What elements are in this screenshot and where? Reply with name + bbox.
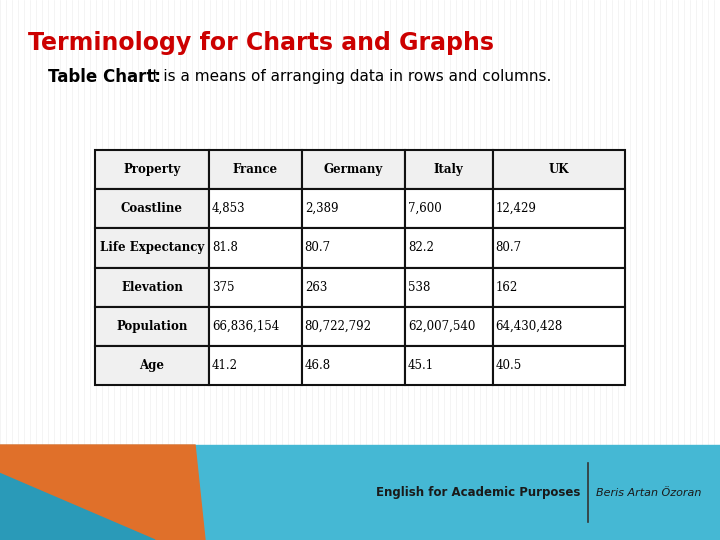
Bar xyxy=(492,150,625,189)
Bar xyxy=(302,228,405,267)
Bar xyxy=(492,267,625,307)
Text: 7,600: 7,600 xyxy=(408,202,442,215)
Text: 263: 263 xyxy=(305,281,327,294)
Bar xyxy=(209,267,302,307)
Bar xyxy=(492,346,625,385)
Text: Elevation: Elevation xyxy=(121,281,183,294)
Text: 41.2: 41.2 xyxy=(212,359,238,372)
Text: 80.7: 80.7 xyxy=(305,241,330,254)
Bar xyxy=(405,150,492,189)
Text: 4,853: 4,853 xyxy=(212,202,246,215)
Bar xyxy=(302,267,405,307)
Bar xyxy=(209,228,302,267)
Bar xyxy=(95,189,209,228)
Text: 162: 162 xyxy=(495,281,518,294)
Text: UK: UK xyxy=(549,163,569,176)
Bar xyxy=(405,189,492,228)
Text: Population: Population xyxy=(117,320,188,333)
Text: Germany: Germany xyxy=(324,163,383,176)
Text: Terminology for Charts and Graphs: Terminology for Charts and Graphs xyxy=(28,31,494,55)
Bar xyxy=(95,307,209,346)
Bar xyxy=(302,307,405,346)
Text: Property: Property xyxy=(123,163,181,176)
Bar xyxy=(405,267,492,307)
Text: Beris Artan Özoran: Beris Artan Özoran xyxy=(596,488,701,497)
Text: 64,430,428: 64,430,428 xyxy=(495,320,563,333)
Bar xyxy=(405,307,492,346)
Text: Italy: Italy xyxy=(434,163,464,176)
Polygon shape xyxy=(0,474,155,540)
Text: 2,389: 2,389 xyxy=(305,202,338,215)
Text: 62,007,540: 62,007,540 xyxy=(408,320,475,333)
Bar xyxy=(492,228,625,267)
Bar xyxy=(492,189,625,228)
Text: France: France xyxy=(233,163,278,176)
Text: 80,722,792: 80,722,792 xyxy=(305,320,372,333)
Bar xyxy=(492,307,625,346)
Bar xyxy=(209,307,302,346)
Bar xyxy=(95,228,209,267)
Bar xyxy=(405,346,492,385)
Text: 81.8: 81.8 xyxy=(212,241,238,254)
Text: It is a means of arranging data in rows and columns.: It is a means of arranging data in rows … xyxy=(148,70,552,84)
Text: 82.2: 82.2 xyxy=(408,241,434,254)
Text: 66,836,154: 66,836,154 xyxy=(212,320,279,333)
Text: 46.8: 46.8 xyxy=(305,359,330,372)
Text: Life Expectancy: Life Expectancy xyxy=(100,241,204,254)
Bar xyxy=(209,346,302,385)
Bar xyxy=(209,189,302,228)
Text: 45.1: 45.1 xyxy=(408,359,434,372)
Bar xyxy=(95,267,209,307)
Text: 375: 375 xyxy=(212,281,235,294)
Polygon shape xyxy=(0,445,205,540)
Bar xyxy=(95,346,209,385)
Text: Coastline: Coastline xyxy=(121,202,183,215)
Text: 40.5: 40.5 xyxy=(495,359,522,372)
Bar xyxy=(302,346,405,385)
Bar xyxy=(209,150,302,189)
Bar xyxy=(0,0,720,445)
Bar xyxy=(95,150,209,189)
Text: 12,429: 12,429 xyxy=(495,202,536,215)
Text: English for Academic Purposes: English for Academic Purposes xyxy=(376,486,580,499)
Text: Table Chart:: Table Chart: xyxy=(48,68,161,86)
Bar xyxy=(405,228,492,267)
Text: Age: Age xyxy=(140,359,164,372)
Bar xyxy=(302,189,405,228)
Bar xyxy=(302,150,405,189)
Text: 538: 538 xyxy=(408,281,431,294)
Bar xyxy=(0,445,720,540)
Text: 80.7: 80.7 xyxy=(495,241,521,254)
